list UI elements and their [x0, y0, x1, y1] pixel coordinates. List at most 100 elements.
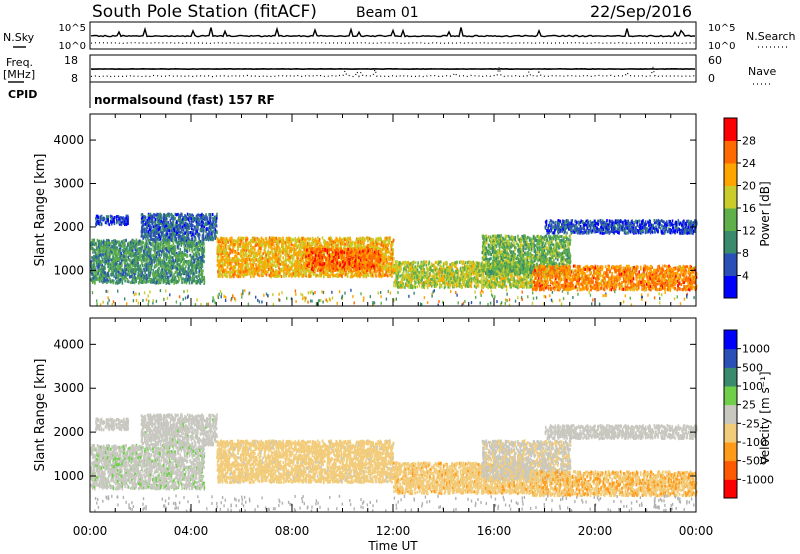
- data-cell: [196, 255, 199, 259]
- data-cell: [293, 273, 296, 277]
- data-cell: [165, 278, 168, 282]
- data-cell: [209, 237, 212, 241]
- data-cell: [171, 278, 173, 282]
- data-cell: [202, 214, 205, 218]
- data-cell: [214, 215, 216, 219]
- data-cell: [185, 264, 187, 268]
- data-cell: [316, 242, 318, 246]
- data-cell: [107, 265, 109, 269]
- data-cell: [151, 254, 153, 258]
- data-cell: [180, 265, 183, 269]
- data-cell: [196, 275, 199, 279]
- data-cell: [188, 237, 190, 241]
- data-cell: [255, 263, 258, 267]
- data-cell: [109, 266, 112, 270]
- data-cell: [149, 226, 152, 230]
- data-cell: [179, 222, 182, 226]
- data-cell: [178, 242, 181, 246]
- data-cell: [181, 254, 183, 258]
- data-cell: [155, 255, 158, 259]
- data-cell: [374, 269, 376, 273]
- data-cell: [143, 217, 146, 221]
- data-cell: [192, 257, 195, 261]
- data-cell: [309, 237, 312, 241]
- data-cell: [204, 217, 207, 221]
- data-cell: [192, 219, 195, 223]
- data-cell: [293, 254, 295, 258]
- data-cell: [141, 261, 143, 265]
- data-cell: [196, 213, 199, 217]
- data-cell: [166, 214, 168, 218]
- data-cell: [167, 255, 170, 259]
- data-cell: [182, 261, 185, 264]
- data-cell: [190, 259, 193, 263]
- data-cell: [165, 264, 168, 268]
- data-cell: [135, 246, 138, 250]
- data-cell: [144, 270, 146, 274]
- data-cell: [173, 229, 176, 232]
- data-cell: [300, 242, 302, 246]
- data-cell: [115, 276, 118, 280]
- data-cell: [159, 212, 161, 216]
- data-cell: [124, 274, 126, 278]
- data-cell: [184, 267, 186, 271]
- data-cell: [165, 238, 168, 242]
- data-cell: [242, 248, 244, 252]
- data-cell: [113, 267, 115, 271]
- data-cell: [208, 237, 210, 241]
- data-cell: [109, 252, 112, 256]
- data-cell: [121, 279, 123, 283]
- data-cell: [157, 235, 159, 239]
- data-cell: [160, 276, 163, 280]
- data-cell: [143, 215, 146, 218]
- data-cell: [202, 238, 205, 242]
- data-cell: [132, 246, 134, 250]
- data-cell: [126, 272, 128, 276]
- data-cell: [117, 241, 120, 244]
- data-cell: [180, 273, 182, 276]
- data-cell: [208, 213, 210, 216]
- data-cell: [185, 270, 188, 274]
- data-cell: [193, 272, 195, 276]
- data-cell: [136, 243, 139, 247]
- data-cell: [109, 214, 112, 218]
- data-cell: [125, 246, 128, 250]
- data-cell: [196, 232, 198, 236]
- data-cell: [140, 246, 143, 250]
- data-cell: [118, 250, 120, 254]
- data-cell: [152, 243, 154, 247]
- data-cell: [200, 280, 202, 284]
- data-cell: [181, 235, 183, 239]
- data-cell: [103, 271, 106, 275]
- data-cell: [96, 264, 98, 268]
- data-cell: [201, 236, 204, 240]
- data-cell: [174, 224, 177, 228]
- data-cell: [214, 233, 217, 237]
- data-cell: [98, 278, 100, 282]
- data-cell: [96, 244, 98, 248]
- data-cell: [131, 258, 134, 262]
- data-cell: [186, 254, 188, 258]
- data-cell: [384, 248, 387, 252]
- data-cell: [179, 247, 182, 251]
- data-cell: [115, 215, 118, 219]
- data-cell: [131, 267, 133, 271]
- data-cell: [171, 214, 174, 218]
- data-cell: [185, 215, 187, 219]
- data-cell: [205, 237, 208, 241]
- data-cell: [175, 227, 177, 231]
- data-cell: [174, 237, 176, 241]
- data-cell: [99, 218, 102, 222]
- data-cell: [186, 234, 188, 237]
- data-cell: [177, 275, 179, 278]
- nsky-series-line: [90, 26, 696, 38]
- data-cell: [165, 232, 167, 236]
- data-cell: [159, 235, 161, 239]
- data-cell: [147, 245, 150, 249]
- data-cell: [150, 225, 153, 229]
- data-cell: [118, 249, 121, 253]
- data-cell: [132, 241, 135, 245]
- data-cell: [153, 256, 155, 260]
- data-cell: [181, 231, 184, 235]
- data-cell: [310, 242, 313, 246]
